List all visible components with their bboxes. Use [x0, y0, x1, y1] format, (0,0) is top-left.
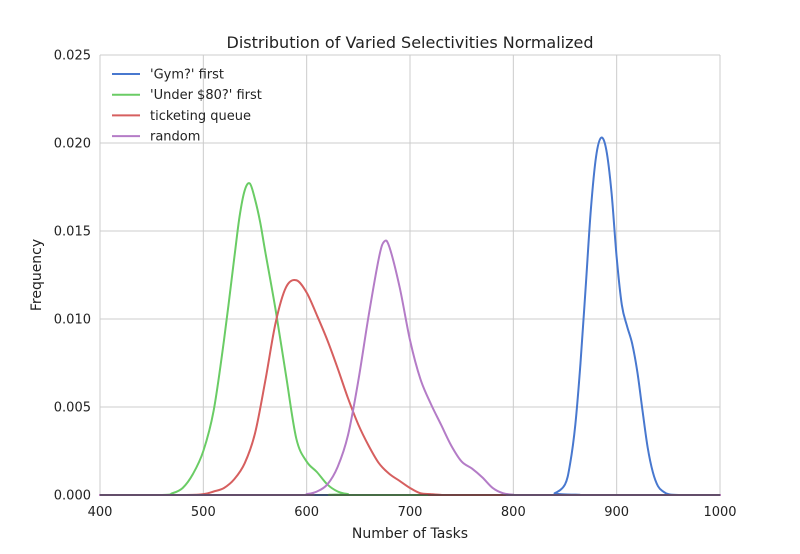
series-line-1 [99, 182, 721, 497]
legend-label-1: 'Under $80?' first [150, 88, 262, 103]
x-tick-label: 700 [398, 505, 423, 520]
x-axis-label: Number of Tasks [352, 526, 468, 542]
legend-label-2: ticketing queue [150, 109, 251, 124]
x-tick-label: 600 [294, 505, 319, 520]
series-line-2 [99, 279, 721, 497]
chart-title: Distribution of Varied Selectivities Nor… [227, 33, 594, 52]
x-tick-label: 500 [191, 505, 216, 520]
y-tick-label: 0.010 [54, 313, 91, 328]
series-line-3 [99, 239, 721, 497]
series-line-0 [99, 136, 721, 497]
y-tick-label: 0.015 [54, 225, 91, 240]
y-tick-label: 0.000 [54, 489, 91, 504]
legend-label-0: 'Gym?' first [150, 68, 224, 83]
legend: 'Gym?' first 'Under $80?' first ticketing … [112, 68, 262, 145]
x-tick-label: 900 [604, 505, 629, 520]
tick-labels: 400 500 600 700 800 900 1000 0.000 0.005 0.010 0.0… [54, 49, 737, 521]
x-tick-label: 400 [88, 505, 113, 520]
x-tick-label: 800 [501, 505, 526, 520]
x-tick-label: 1000 [703, 505, 736, 520]
series-lines [99, 136, 721, 497]
legend-label-3: random [150, 130, 200, 145]
y-axis-label: Frequency [29, 239, 45, 311]
y-tick-label: 0.020 [54, 137, 91, 152]
y-tick-label: 0.005 [54, 401, 91, 416]
y-tick-label: 0.025 [54, 49, 91, 64]
